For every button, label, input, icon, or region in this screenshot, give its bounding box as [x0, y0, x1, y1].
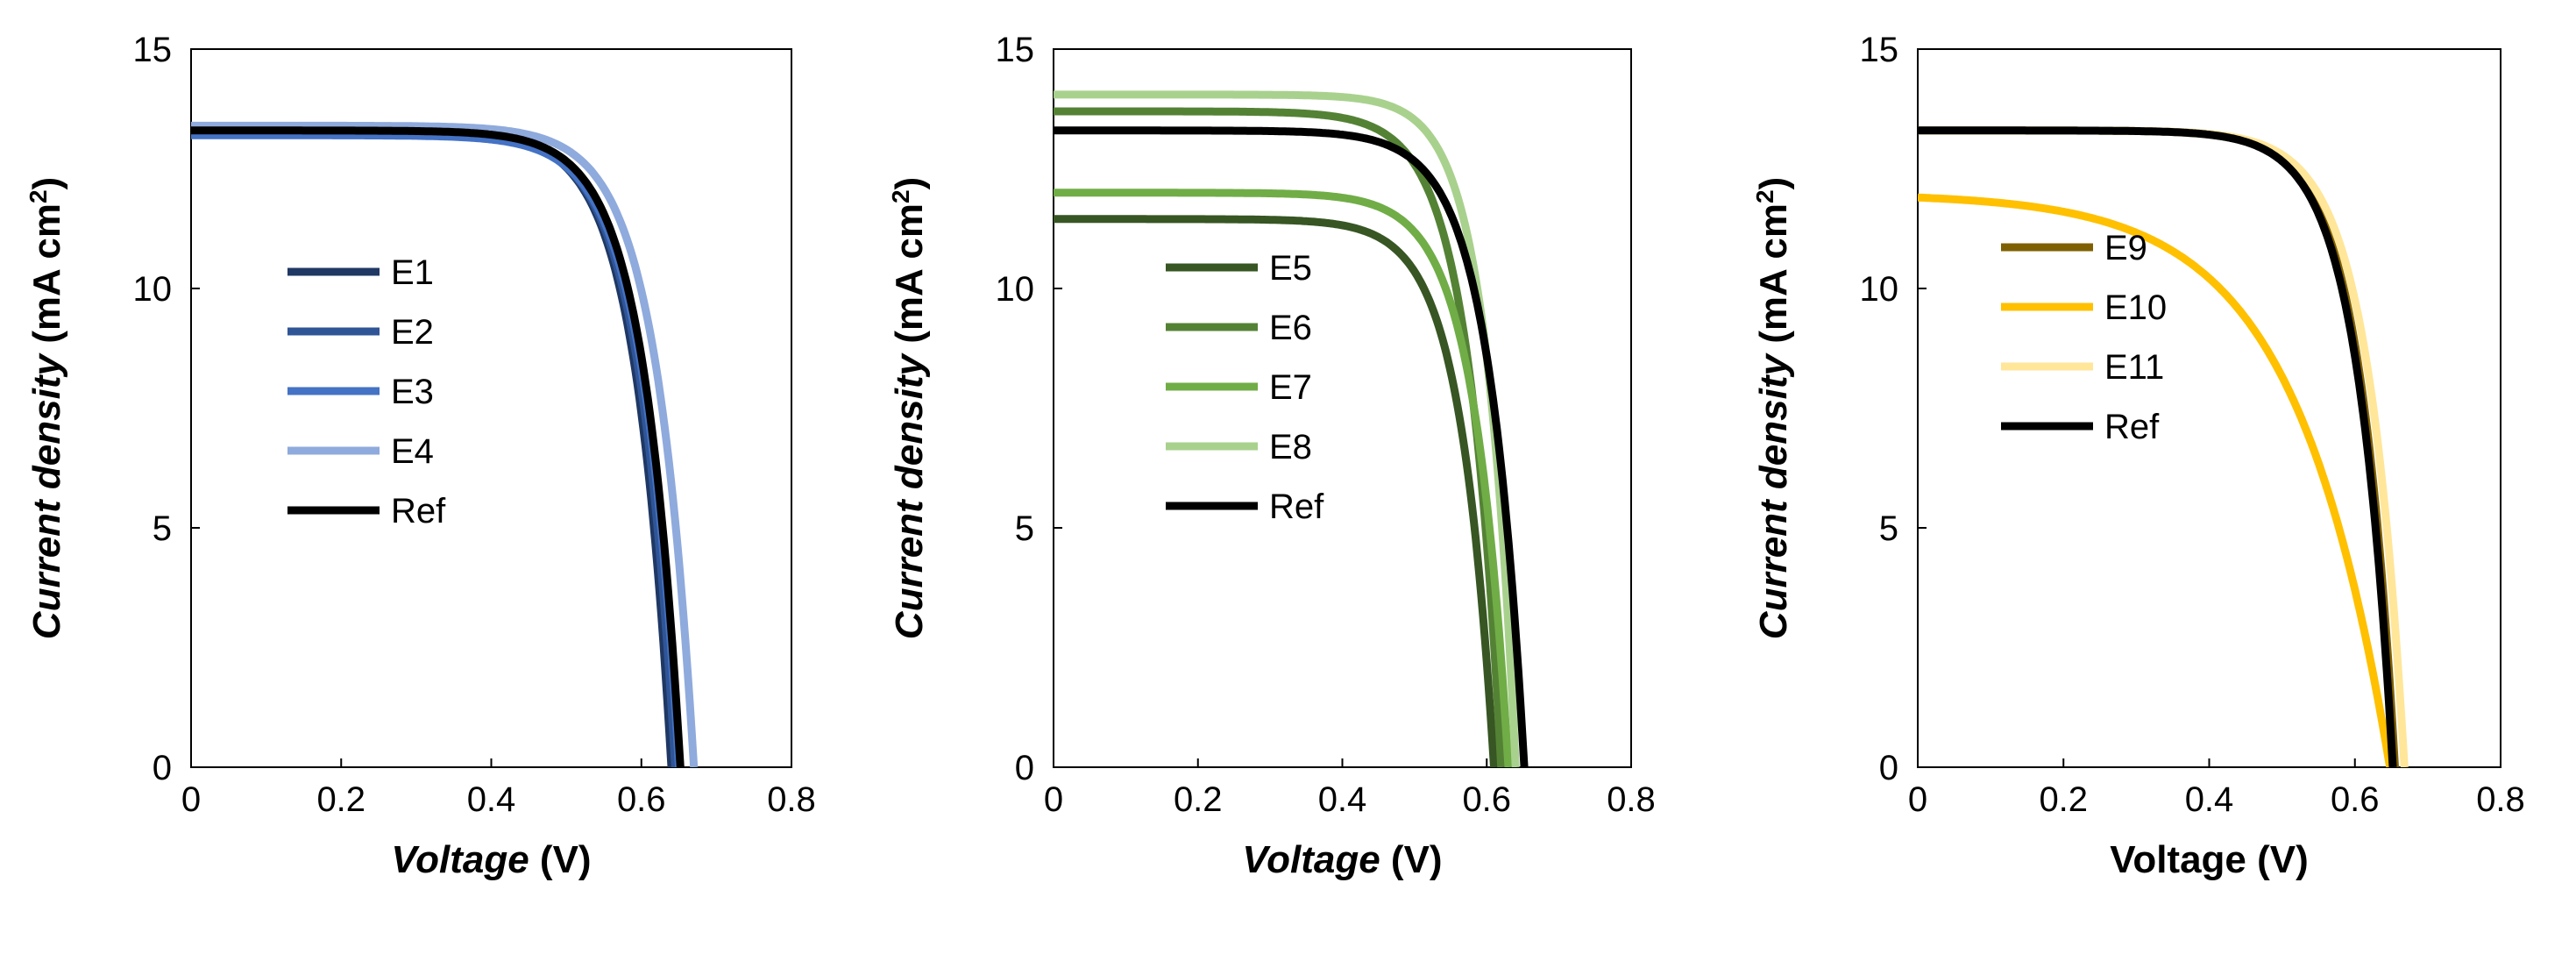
- chart-panel-3: 0 0.2 0.4 0.6 0.8 0 5 10 15 Voltage (V) Current de…: [1751, 31, 2525, 881]
- x-axis-title-unit: (V): [1380, 838, 1443, 881]
- y-tick-label: 15: [1860, 31, 1899, 69]
- series-line-e10: [1918, 193, 2395, 767]
- y-axis-title-italic: Current density: [888, 352, 931, 639]
- y-tick-label: 5: [1879, 509, 1898, 548]
- x-tick-label: 0.6: [617, 780, 666, 819]
- legend-label-ref: Ref: [2104, 408, 2160, 446]
- y-tick-label: 0: [1879, 749, 1898, 787]
- x-tick-label: 0.4: [467, 780, 516, 819]
- legend-label-e9: E9: [2104, 229, 2147, 267]
- y-tick-label: 10: [1860, 270, 1899, 309]
- series-line-e6: [1054, 107, 1506, 767]
- series-line-e7: [1054, 189, 1513, 767]
- legend-label-e5: E5: [1269, 249, 1312, 288]
- x-tick-label: 0.8: [1607, 780, 1656, 819]
- series-line-ref: [1918, 126, 2397, 767]
- x-tick-label: 0.4: [2185, 780, 2234, 819]
- y-tick-label: 0: [1015, 749, 1034, 787]
- legend-label-e7: E7: [1269, 368, 1312, 407]
- x-axis-title: Voltage (V): [2110, 838, 2309, 881]
- x-tick-label: 0: [181, 780, 201, 819]
- y-tick-label: 15: [133, 31, 173, 69]
- series-line-e11: [1918, 126, 2409, 767]
- legend: E5 E6 E7 E8 Ref: [1166, 249, 1324, 526]
- legend-label-e2: E2: [391, 313, 434, 352]
- legend-label-e8: E8: [1269, 428, 1312, 466]
- x-tick-label: 0.6: [1462, 780, 1511, 819]
- legend-label-e1: E1: [391, 253, 434, 292]
- y-tick-label: 0: [153, 749, 172, 787]
- chart-panel-2: 0 0.2 0.4 0.6 0.8 0 5 10 15 Voltage (V) Current de…: [887, 31, 1656, 881]
- y-axis-title-superscript: 2: [25, 189, 52, 203]
- y-tick-label: 5: [153, 509, 172, 548]
- x-axis-title: Voltage (V): [1242, 838, 1442, 881]
- y-tick-label: 15: [996, 31, 1035, 69]
- series-line-e5: [1054, 215, 1498, 767]
- x-axis-title-italic: Voltage: [391, 838, 529, 881]
- x-tick-label: 0.4: [1318, 780, 1367, 819]
- y-axis-title-close: ): [888, 177, 931, 190]
- x-axis-title-italic: Voltage: [1242, 838, 1380, 881]
- x-tick-label: 0.8: [2476, 780, 2525, 819]
- legend: E1 E2 E3 E4 Ref: [287, 253, 446, 530]
- y-axis-title-close: ): [1752, 177, 1795, 190]
- y-axis-title-italic: Current density: [1752, 352, 1795, 639]
- y-axis-title-superscript: 2: [887, 189, 914, 203]
- plot-frame: [1053, 48, 1632, 768]
- chart-panel-1: 0 0.2 0.4 0.6 0.8 0 5 10 15 Voltage (V) Current de…: [25, 31, 816, 881]
- x-tick-label: 0: [1908, 780, 1927, 819]
- x-axis-title: Voltage (V): [391, 838, 591, 881]
- series-line-e8: [1054, 90, 1520, 767]
- x-tick-label: 0.6: [2331, 780, 2380, 819]
- x-axis-title-unit: (V): [529, 838, 592, 881]
- y-axis-title-close: ): [25, 177, 68, 190]
- x-tick-label: 0: [1044, 780, 1063, 819]
- plot-frame: [190, 48, 792, 768]
- legend: E9 E10 E11 Ref: [2001, 229, 2167, 446]
- y-axis-title: Current density (mA cm2): [1751, 177, 1796, 639]
- plot-frame: [1917, 48, 2501, 768]
- legend-label-e11: E11: [2104, 348, 2164, 387]
- y-axis-title-unit: (mA cm: [25, 203, 68, 354]
- y-axis-title-superscript: 2: [1751, 189, 1778, 203]
- y-axis-title-unit: (mA cm: [888, 203, 931, 354]
- y-axis-title: Current density (mA cm2): [887, 177, 932, 639]
- legend-label-e3: E3: [391, 373, 434, 411]
- y-axis-title-italic: Current density: [25, 352, 68, 639]
- legend-label-e6: E6: [1269, 309, 1312, 347]
- legend-label-e10: E10: [2104, 288, 2167, 327]
- y-axis-title-unit: (mA cm: [1752, 203, 1795, 354]
- legend-label-ref: Ref: [1269, 488, 1324, 526]
- series-line-ref: [191, 126, 685, 767]
- x-axis-title-unit: Voltage (V): [2110, 838, 2309, 881]
- y-axis-title: Current density (mA cm2): [25, 177, 69, 639]
- x-tick-label: 0.2: [2039, 780, 2088, 819]
- y-tick-label: 5: [1015, 509, 1034, 548]
- x-tick-label: 0.8: [767, 780, 816, 819]
- y-tick-label: 10: [996, 270, 1035, 309]
- x-tick-label: 0.2: [316, 780, 365, 819]
- series-line-e4: [191, 121, 699, 767]
- y-tick-label: 10: [133, 270, 173, 309]
- series-line-ref: [1054, 126, 1529, 767]
- legend-label-e4: E4: [391, 432, 434, 471]
- x-tick-label: 0.2: [1174, 780, 1223, 819]
- legend-label-ref: Ref: [391, 492, 446, 530]
- series-line-e3: [191, 131, 684, 767]
